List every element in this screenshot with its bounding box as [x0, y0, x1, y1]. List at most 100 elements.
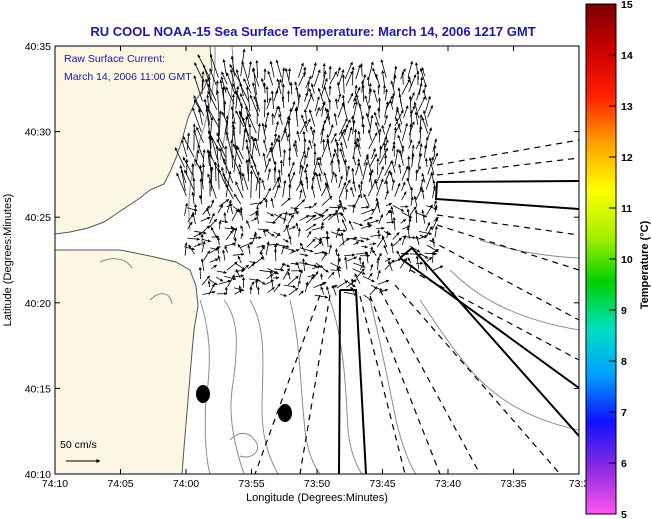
x-tick-label: 73:50: [304, 478, 330, 490]
current-vector: [235, 69, 244, 96]
current-vector: [260, 251, 265, 261]
current-vector: [239, 102, 243, 119]
current-vector: [393, 237, 402, 247]
current-vector: [311, 202, 317, 208]
current-vector: [174, 147, 185, 168]
current-vector: [208, 150, 220, 174]
current-vector: [361, 208, 375, 215]
current-vector: [247, 113, 257, 134]
current-vector: [423, 144, 428, 158]
current-vector: [321, 195, 333, 206]
current-vector: [371, 148, 376, 159]
current-vector: [255, 256, 264, 264]
current-vector: [222, 58, 227, 77]
current-vector: [354, 84, 358, 95]
current-vector: [303, 108, 308, 120]
current-vector: [217, 204, 224, 214]
current-vector: [422, 89, 427, 101]
current-vector: [340, 130, 348, 149]
current-vector: [330, 132, 337, 144]
current-vector: [368, 272, 373, 279]
current-vector: [303, 154, 307, 165]
current-vector: [361, 245, 369, 249]
current-vector: [181, 139, 188, 158]
current-vector: [324, 107, 331, 126]
current-vector: [342, 102, 348, 119]
current-vector: [296, 130, 301, 142]
current-vector: [289, 81, 293, 95]
current-vector: [431, 265, 444, 272]
current-vector: [376, 178, 384, 197]
current-vector: [261, 122, 267, 141]
x-tick-label: 74:10: [42, 478, 68, 490]
current-vector: [377, 166, 384, 182]
current-vector: [376, 269, 381, 280]
current-vector: [419, 68, 426, 85]
current-vector: [267, 70, 274, 86]
current-vector: [378, 288, 389, 293]
current-vector: [273, 248, 278, 262]
current-vector: [380, 59, 387, 78]
radar-sector: [338, 289, 367, 474]
current-vector: [294, 107, 299, 127]
current-vector: [176, 172, 187, 197]
current-vector: [368, 88, 373, 104]
current-vector: [306, 230, 312, 238]
current-vector: [417, 152, 423, 168]
current-vector: [202, 239, 212, 243]
current-vector: [345, 188, 349, 200]
current-vector: [230, 225, 235, 232]
current-vector: [242, 128, 247, 151]
current-note-line1: Raw Surface Current:: [64, 53, 165, 65]
current-vector: [367, 178, 377, 197]
current-vector: [313, 214, 325, 221]
current-vector: [396, 106, 403, 125]
current-vector: [401, 78, 411, 95]
current-vector: [193, 243, 202, 248]
current-vector: [269, 60, 275, 78]
colorbar-tick-label: 11: [621, 203, 632, 215]
current-vector: [218, 279, 232, 285]
current-vector: [191, 191, 195, 205]
radar-beam: [436, 224, 579, 271]
current-vector: [322, 62, 326, 78]
current-vector: [208, 278, 218, 286]
current-vector: [408, 95, 412, 112]
current-vector: [314, 96, 320, 112]
current-vector: [298, 71, 306, 87]
current-vector: [384, 257, 391, 263]
current-vector: [257, 122, 262, 141]
current-vector: [255, 59, 259, 79]
current-vector: [350, 278, 354, 286]
current-vector: [187, 237, 200, 241]
current-vector: [248, 60, 253, 78]
radar-sector: [399, 246, 579, 437]
current-vector: [332, 284, 337, 296]
current-vector: [394, 148, 399, 167]
current-vector: [238, 170, 244, 192]
current-vector: [191, 163, 195, 181]
current-vector: [208, 212, 215, 224]
current-vector: [320, 221, 324, 231]
scale-label: 50 cm/s: [60, 439, 97, 451]
current-vector: [344, 179, 351, 190]
current-vector: [277, 169, 282, 183]
current-vector: [336, 266, 341, 278]
current-vector: [256, 244, 266, 248]
current-vector: [255, 171, 260, 192]
current-vector: [288, 235, 292, 245]
current-vector: [249, 236, 262, 240]
current-vector: [306, 238, 316, 248]
current-vector: [193, 95, 205, 117]
current-vector: [377, 279, 390, 285]
current-vector: [344, 256, 348, 270]
current-vector: [264, 157, 271, 173]
current-vector: [373, 111, 380, 127]
current-vector: [298, 269, 303, 281]
current-vector: [288, 287, 299, 296]
current-vector: [352, 204, 356, 213]
current-vector: [321, 139, 329, 158]
current-vector: [371, 202, 379, 216]
current-vector: [275, 121, 279, 133]
current-vector: [262, 228, 267, 237]
